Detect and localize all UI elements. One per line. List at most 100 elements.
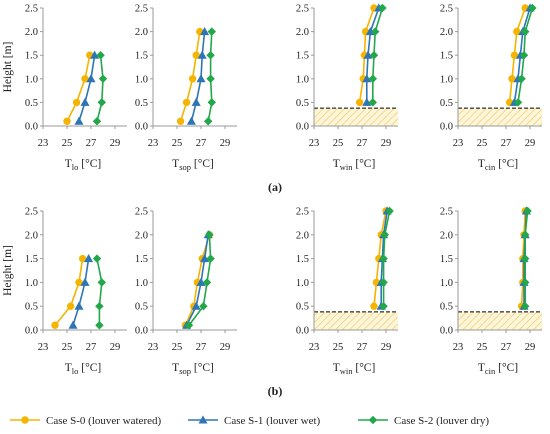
x-tick-label: 23: [148, 138, 159, 149]
x-axis-title: Tsop [°C]: [172, 362, 214, 376]
data-point: [95, 301, 104, 311]
data-point: [98, 74, 108, 84]
subplot: 0.0 0.5 1.0 1.5 2.0 2.5 23 25 27 29 Tcin [°C]: [440, 3, 542, 172]
data-point: [182, 98, 191, 107]
data-point: [86, 74, 96, 83]
data-point: [78, 254, 87, 263]
data-point: [207, 27, 217, 36]
data-point: [95, 321, 104, 330]
data-point: [513, 27, 521, 36]
x-tick-label: 23: [38, 138, 49, 149]
y-tick-label: 1.0: [25, 74, 38, 85]
x-axis-title: Twin [°C]: [333, 158, 376, 172]
x-axis-title: Twin [°C]: [333, 362, 376, 376]
y-axis-title: Height [m]: [2, 42, 14, 93]
y-tick-label: 1.0: [440, 278, 453, 289]
data-point: [520, 301, 530, 311]
data-point: [355, 98, 364, 107]
x-tick-label: 27: [501, 138, 512, 149]
y-tick-label: 1.0: [440, 74, 453, 85]
y-tick-label: 1.5: [25, 254, 38, 265]
chart-root: Height [m] 0.0 0.5 1.0 1.5 2.0 2.5 23 25 27 29 Tlo …: [2, 3, 542, 427]
data-point: [368, 98, 378, 107]
x-tick-label: 25: [477, 138, 488, 149]
data-point: [206, 254, 215, 263]
y-tick-label: 2.5: [135, 207, 148, 218]
y-tick-label: 0.0: [296, 122, 309, 133]
data-point: [368, 74, 378, 84]
y-tick-label: 0.5: [135, 302, 148, 313]
x-tick-label: 27: [357, 342, 368, 353]
data-point: [370, 302, 378, 310]
subplot: 0.0 0.5 1.0 1.5 2.0 2.5 23 25 27 29 Twin [°C]: [296, 206, 398, 376]
y-tick-label: 2.5: [135, 4, 148, 15]
y-tick-label: 0.5: [440, 302, 453, 313]
y-tick-label: 0.5: [296, 302, 309, 313]
data-point: [206, 74, 215, 84]
data-point: [203, 117, 213, 126]
y-tick-label: 2.5: [296, 207, 309, 218]
data-point: [202, 278, 212, 287]
data-point: [90, 50, 100, 59]
series-line: [54, 258, 84, 326]
data-point: [186, 116, 196, 125]
y-tick-label: 1.5: [135, 254, 148, 265]
y-tick-label: 0.0: [440, 326, 453, 337]
y-tick-label: 2.0: [296, 27, 309, 38]
x-axis-title: Tsop [°C]: [172, 158, 214, 172]
data-point: [200, 253, 210, 263]
x-tick-label: 25: [172, 342, 183, 353]
y-tick-label: 1.0: [135, 74, 148, 85]
hatched-region: [458, 311, 542, 330]
data-point: [184, 321, 194, 330]
legend-marker: [21, 416, 29, 424]
subplot: 0.0 0.5 1.0 1.5 2.0 2.5 23 25 27 29 Tlo [°C]: [25, 4, 127, 172]
legend-label: Case S-0 (louver watered): [46, 415, 161, 427]
y-tick-label: 1.0: [25, 278, 38, 289]
x-axis-title: Tlo [°C]: [65, 158, 101, 172]
x-tick-label: 29: [381, 342, 392, 353]
y-tick-label: 1.0: [296, 278, 309, 289]
data-point: [207, 98, 217, 107]
x-tick-label: 27: [357, 138, 368, 149]
data-point: [385, 206, 394, 216]
data-point: [74, 116, 84, 125]
x-tick-label: 29: [110, 342, 121, 353]
y-axis-title: Height [m]: [2, 245, 14, 296]
data-point: [176, 117, 185, 125]
data-point: [528, 3, 537, 13]
data-point: [68, 320, 78, 329]
x-tick-label: 25: [477, 342, 488, 353]
y-tick-label: 2.0: [440, 230, 453, 241]
subplot: 0.0 0.5 1.0 1.5 2.0 2.5 23 25 27 29 Tcin [°C]: [440, 206, 542, 376]
subplot: 0.0 0.5 1.0 1.5 2.0 2.5 23 25 27 29 Tlo [°C]: [25, 207, 127, 376]
x-tick-label: 25: [62, 138, 73, 149]
x-axis-title: Tlo [°C]: [65, 362, 101, 376]
x-tick-label: 29: [525, 342, 536, 353]
data-point: [380, 230, 390, 240]
legend: Case S-0 (louver watered) Case S-1 (louve…: [10, 415, 489, 427]
data-point: [206, 50, 215, 60]
x-tick-label: 29: [220, 342, 231, 353]
y-tick-label: 2.0: [296, 230, 309, 241]
data-point: [66, 302, 75, 310]
x-tick-label: 27: [196, 342, 207, 353]
data-point: [519, 50, 529, 60]
panel-group: Height [m] 0.0 0.5 1.0 1.5 2.0 2.5 23 25 27 29 Tlo …: [2, 3, 542, 194]
data-point: [523, 206, 532, 216]
x-tick-label: 25: [62, 342, 73, 353]
y-tick-label: 0.0: [135, 326, 148, 337]
data-point: [72, 98, 81, 107]
panel-label: (a): [268, 180, 282, 194]
data-point: [92, 117, 102, 126]
data-point: [520, 254, 530, 263]
data-point: [379, 301, 388, 311]
data-point: [191, 301, 201, 310]
y-tick-label: 0.0: [25, 326, 38, 337]
y-tick-label: 2.5: [25, 207, 38, 218]
data-point: [517, 74, 526, 84]
series-line: [96, 55, 104, 122]
y-tick-label: 1.5: [135, 51, 148, 62]
data-point: [80, 97, 90, 106]
